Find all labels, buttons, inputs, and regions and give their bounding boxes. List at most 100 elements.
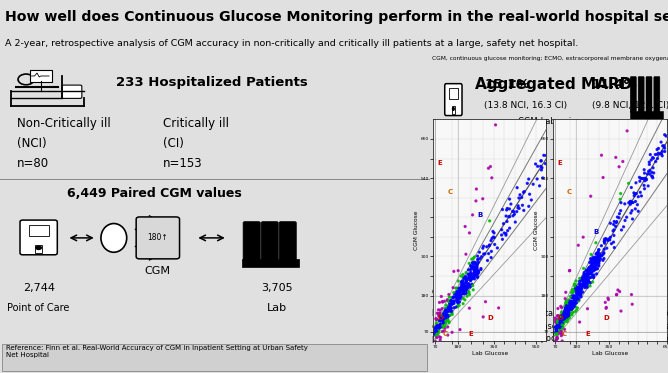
Point xyxy=(587,257,597,263)
Point xyxy=(571,307,582,313)
Point xyxy=(484,218,495,224)
Point xyxy=(560,318,571,324)
Point xyxy=(564,303,574,309)
Point xyxy=(460,287,471,293)
Point xyxy=(648,155,659,161)
Point xyxy=(564,300,575,306)
Point xyxy=(446,298,456,304)
Point xyxy=(577,283,588,289)
Point xyxy=(472,265,482,271)
Point xyxy=(557,318,568,324)
Point xyxy=(599,250,609,256)
Point xyxy=(615,196,625,202)
Point xyxy=(458,287,468,293)
Point xyxy=(442,313,453,319)
Point xyxy=(464,260,474,266)
Point xyxy=(552,305,563,311)
Text: (13.8 NCI, 16.3 CI): (13.8 NCI, 16.3 CI) xyxy=(484,101,568,110)
Point xyxy=(566,293,577,299)
Point xyxy=(594,258,605,264)
Point xyxy=(512,209,522,214)
Point xyxy=(562,300,573,306)
Point xyxy=(566,303,576,309)
Point xyxy=(576,283,587,289)
Point xyxy=(452,292,463,298)
Text: B: B xyxy=(477,212,482,218)
Point xyxy=(513,203,524,209)
Point xyxy=(436,312,446,318)
Point xyxy=(553,319,564,325)
Point xyxy=(516,194,527,200)
Point xyxy=(486,175,497,181)
Point xyxy=(593,253,604,259)
Point xyxy=(600,300,611,305)
Point xyxy=(466,272,476,278)
Point xyxy=(467,212,478,218)
Point xyxy=(659,144,668,150)
Point xyxy=(584,275,595,280)
Point xyxy=(452,289,463,295)
Point xyxy=(560,305,571,311)
Point xyxy=(463,272,474,278)
Point xyxy=(552,335,562,341)
Point xyxy=(535,163,546,169)
Point xyxy=(441,318,452,324)
Point xyxy=(552,321,563,327)
Point xyxy=(552,318,562,324)
Point xyxy=(556,315,567,321)
Point xyxy=(574,283,585,289)
Point xyxy=(562,316,573,322)
Point xyxy=(472,268,483,274)
Point xyxy=(627,216,638,222)
Point xyxy=(564,267,575,273)
Point xyxy=(580,283,591,289)
FancyBboxPatch shape xyxy=(279,222,297,261)
Point xyxy=(601,305,611,311)
Point xyxy=(567,287,578,293)
Point xyxy=(438,299,448,305)
Point xyxy=(456,284,467,290)
Point xyxy=(564,315,575,321)
Point xyxy=(453,268,464,274)
Point xyxy=(553,320,564,326)
Point xyxy=(584,265,595,271)
Point xyxy=(438,319,449,325)
Point xyxy=(574,289,585,295)
Point xyxy=(434,325,445,330)
Point xyxy=(431,326,442,332)
Point xyxy=(556,315,566,321)
Point xyxy=(554,319,565,325)
Point xyxy=(570,297,580,303)
Point xyxy=(473,268,484,274)
Point xyxy=(555,317,566,323)
Point xyxy=(576,284,587,290)
Point xyxy=(568,289,578,295)
Point xyxy=(611,292,622,298)
Point xyxy=(580,275,591,281)
Point xyxy=(471,272,482,278)
Point xyxy=(564,303,575,309)
Point xyxy=(586,265,597,271)
Point xyxy=(566,312,577,318)
Point xyxy=(469,259,480,265)
Point xyxy=(579,278,590,283)
Text: Reference: Finn et al. Real-World Accuracy of CGM in Inpatient Setting at Urban : Reference: Finn et al. Real-World Accura… xyxy=(7,345,309,358)
Point xyxy=(621,214,632,220)
FancyBboxPatch shape xyxy=(449,88,458,99)
Point xyxy=(553,313,564,319)
Point xyxy=(570,283,581,289)
Point xyxy=(579,271,590,277)
Point xyxy=(607,107,617,113)
Point xyxy=(587,264,597,270)
Point xyxy=(442,315,453,321)
Point xyxy=(460,297,470,303)
Point xyxy=(641,177,652,183)
Point xyxy=(564,268,574,274)
Point xyxy=(554,323,564,329)
Point xyxy=(575,284,586,290)
Text: How well does Continuous Glucose Monitoring perform in the real-world hospital s: How well does Continuous Glucose Monitor… xyxy=(5,10,668,24)
Point xyxy=(551,326,562,332)
Point xyxy=(500,231,511,236)
Point xyxy=(556,330,566,336)
Point xyxy=(476,267,486,273)
